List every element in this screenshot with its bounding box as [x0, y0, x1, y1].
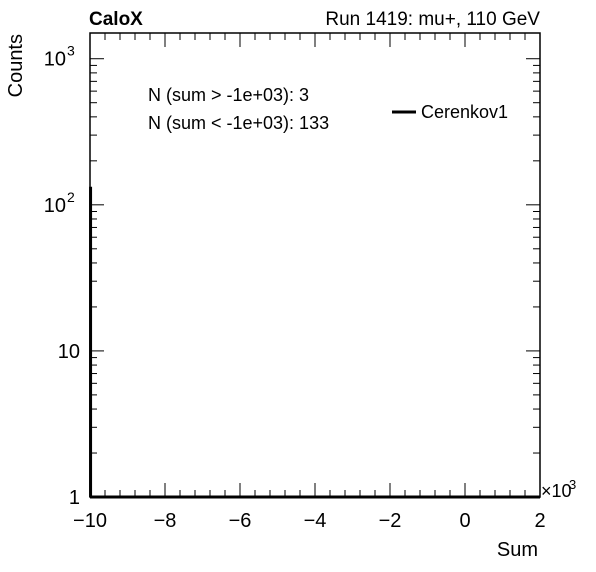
x-tick-label: 0	[459, 510, 470, 532]
x-tick-label: −2	[379, 510, 402, 532]
y-axis-label: Counts	[5, 34, 27, 97]
y-tick-label: 10	[58, 341, 80, 363]
x-tick-label: −10	[73, 510, 107, 532]
x-tick-label: −4	[304, 510, 327, 532]
y-tick-label: 10	[44, 195, 66, 217]
y-tick-label: 1	[69, 487, 80, 509]
x-tick-label: 2	[534, 510, 545, 532]
x-tick-label: −8	[154, 510, 177, 532]
y-tick-label-exponent: 3	[67, 43, 75, 59]
chart-left-title: CaloX	[89, 9, 143, 30]
y-tick-label: 10	[44, 49, 66, 71]
annotation-sum-above: N (sum > -1e+03): 3	[148, 85, 309, 105]
legend: Cerenkov1	[392, 102, 508, 122]
x-axis-label: Sum	[497, 539, 538, 561]
x-tick-label: −6	[229, 510, 252, 532]
x-multiplier-base: ×10	[541, 481, 572, 501]
legend-label-cerenkov1: Cerenkov1	[421, 102, 508, 122]
chart-right-title: Run 1419: mu+, 110 GeV	[325, 9, 540, 30]
x-axis-multiplier: ×10 3	[541, 477, 576, 501]
y-tick-label-exponent: 2	[67, 189, 75, 205]
x-multiplier-exponent: 3	[569, 477, 576, 492]
annotation-sum-below: N (sum < -1e+03): 133	[148, 113, 329, 133]
